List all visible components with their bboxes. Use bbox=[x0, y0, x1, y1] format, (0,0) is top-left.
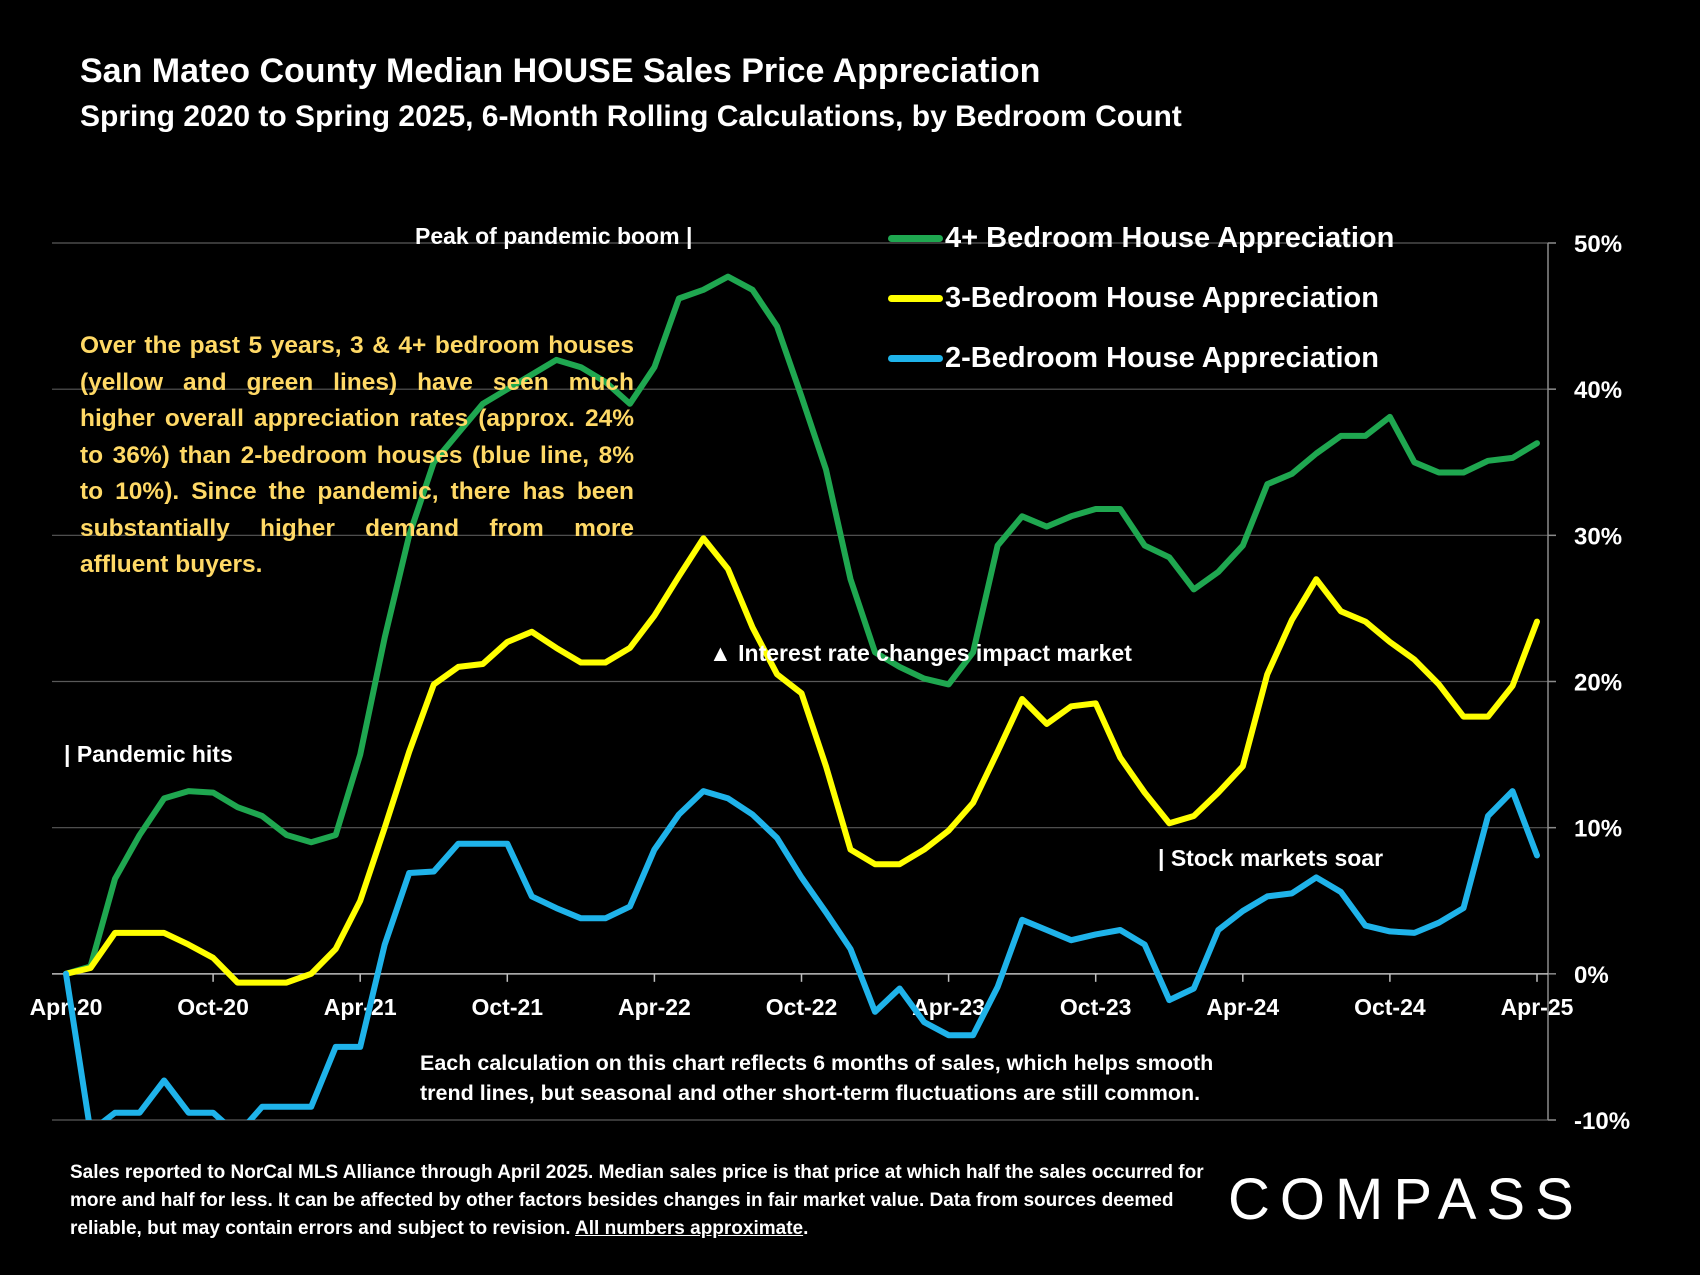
y-tick-label: 10% bbox=[1574, 816, 1622, 843]
legend-item-2br: 2-Bedroom House Appreciation bbox=[888, 328, 1394, 388]
legend-item-4br: 4+ Bedroom House Appreciation bbox=[888, 208, 1394, 268]
x-tick-label: Oct-20 bbox=[177, 994, 249, 1020]
y-tick-label: 50% bbox=[1574, 231, 1622, 258]
series-line-4br bbox=[63, 273, 1540, 977]
chart-title: San Mateo County Median HOUSE Sales Pric… bbox=[80, 52, 1041, 90]
x-tick-label: Oct-23 bbox=[1060, 994, 1132, 1020]
y-tick-label: 20% bbox=[1574, 670, 1622, 697]
legend-item-3br: 3-Bedroom House Appreciation bbox=[888, 268, 1394, 328]
x-tick-label: Apr-22 bbox=[618, 994, 691, 1020]
series-line-3br bbox=[63, 535, 1540, 986]
x-tick-label: Apr-23 bbox=[912, 994, 985, 1020]
x-tick-label: Oct-22 bbox=[766, 994, 838, 1020]
gridlines bbox=[52, 242, 1548, 1121]
x-tick-label: Apr-21 bbox=[324, 994, 397, 1020]
chart-note: Each calculation on this chart reflects … bbox=[420, 1051, 1214, 1105]
annotation-pandemic: | Pandemic hits bbox=[64, 741, 233, 767]
footnote-text: Sales reported to NorCal MLS Alliance th… bbox=[70, 1162, 1204, 1239]
legend: 4+ Bedroom House Appreciation 3-Bedroom … bbox=[888, 208, 1394, 388]
footnote-underlined: All numbers approximate bbox=[575, 1218, 804, 1239]
y-tick-label: -10% bbox=[1574, 1108, 1630, 1135]
series-line-2br bbox=[63, 788, 1540, 1120]
legend-swatch-4br bbox=[888, 234, 943, 242]
y-tick-label: 30% bbox=[1574, 523, 1622, 550]
legend-label-4br: 4+ Bedroom House Appreciation bbox=[945, 221, 1395, 254]
annotation-interest-rates: ▲ Interest rate changes impact market bbox=[709, 640, 1132, 666]
footnote: Sales reported to NorCal MLS Alliance th… bbox=[70, 1159, 1210, 1243]
axes: 50% 40% 30% 20% 10% 0% -10% Apr-20 Oct-20 Apr-21 O… bbox=[30, 231, 1630, 1135]
y-tick-label: 0% bbox=[1574, 962, 1609, 989]
x-tick-label: Apr-25 bbox=[1501, 994, 1574, 1020]
x-tick-label: Apr-24 bbox=[1206, 994, 1279, 1020]
x-tick-label: Apr-20 bbox=[30, 994, 103, 1020]
legend-label-3br: 3-Bedroom House Appreciation bbox=[945, 281, 1379, 314]
annotation-stock-markets: | Stock markets soar bbox=[1158, 845, 1384, 871]
y-tick-label: 40% bbox=[1574, 377, 1622, 404]
legend-swatch-3br bbox=[888, 294, 943, 302]
callout-text: Over the past 5 years, 3 & 4+ bedroom ho… bbox=[80, 332, 634, 578]
chart-subtitle: Spring 2020 to Spring 2025, 6-Month Roll… bbox=[80, 100, 1182, 133]
compass-logo: COMPASS bbox=[1228, 1167, 1584, 1232]
footnote-end: . bbox=[803, 1218, 809, 1239]
x-tick-label: Oct-21 bbox=[472, 994, 544, 1020]
series-lines bbox=[63, 273, 1540, 1120]
legend-swatch-2br bbox=[888, 354, 943, 362]
x-tick-label: Oct-24 bbox=[1354, 994, 1426, 1020]
annotation-peak: Peak of pandemic boom | bbox=[415, 223, 693, 249]
legend-label-2br: 2-Bedroom House Appreciation bbox=[945, 341, 1379, 374]
